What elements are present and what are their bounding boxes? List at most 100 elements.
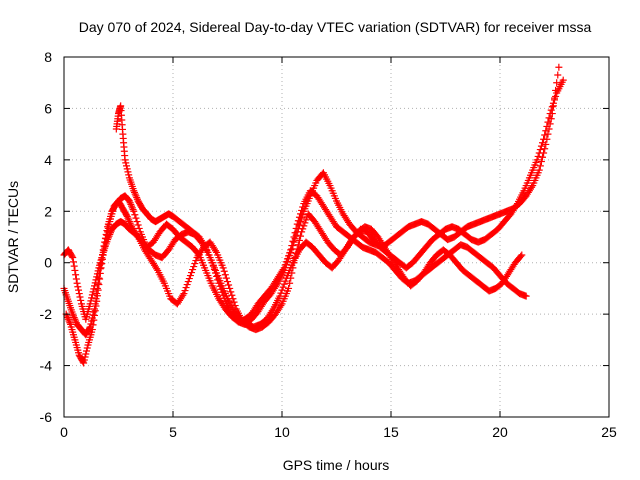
data-point <box>536 162 544 170</box>
data-point <box>555 63 563 71</box>
data-point <box>518 251 526 259</box>
y-tick-label: -2 <box>40 306 53 322</box>
data-point <box>554 71 562 79</box>
data-point <box>89 321 97 329</box>
data-point <box>72 271 80 279</box>
data-point <box>297 218 305 226</box>
data-point <box>129 206 137 214</box>
data-point <box>88 291 96 299</box>
data-point <box>105 232 113 240</box>
data-point <box>540 149 548 157</box>
data-point <box>89 288 97 296</box>
data-point <box>188 269 196 277</box>
data-point <box>277 289 285 297</box>
data-point <box>88 326 96 334</box>
data-point <box>64 315 72 323</box>
data-point <box>185 275 193 283</box>
data-point <box>64 314 72 322</box>
data-point <box>279 283 287 291</box>
data-point <box>539 139 547 147</box>
data-point <box>130 187 138 195</box>
data-point <box>91 307 99 315</box>
y-tick-label: 4 <box>44 152 52 168</box>
data-point <box>87 297 95 305</box>
data-point <box>80 356 88 364</box>
data-point <box>70 262 78 270</box>
data-point <box>220 267 228 275</box>
data-point <box>91 282 99 290</box>
data-point <box>180 290 188 298</box>
data-point <box>132 214 140 222</box>
data-point <box>292 231 300 239</box>
data-point <box>65 317 73 325</box>
data-point <box>212 247 220 255</box>
data-point <box>131 211 139 219</box>
data-point <box>90 285 98 293</box>
data-point <box>544 130 552 138</box>
data-point <box>291 235 299 243</box>
data-point <box>124 214 132 222</box>
data-point <box>134 221 142 229</box>
data-point <box>299 211 307 219</box>
data-point <box>135 224 143 232</box>
data-point <box>297 232 305 240</box>
data-point <box>184 278 192 286</box>
data-point <box>72 275 80 283</box>
x-tick-label: 5 <box>169 424 177 440</box>
data-point <box>228 291 236 299</box>
data-point <box>294 224 302 232</box>
data-point <box>91 311 99 319</box>
data-point <box>287 248 295 256</box>
data-point <box>122 211 130 219</box>
data-point <box>191 260 199 268</box>
data-point <box>181 287 189 295</box>
data-point <box>133 195 141 203</box>
data-point <box>186 272 194 280</box>
data-point <box>63 312 71 320</box>
data-point <box>133 218 141 226</box>
data-point <box>302 216 310 224</box>
data-point <box>536 146 544 154</box>
x-axis-title: GPS time / hours <box>283 457 390 473</box>
data-point <box>122 159 130 167</box>
data-point <box>522 292 530 300</box>
data-point <box>74 283 82 291</box>
data-point <box>280 280 288 288</box>
data-point <box>69 310 77 318</box>
data-point <box>282 260 290 268</box>
y-tick-label: -6 <box>40 409 53 425</box>
data-point <box>86 300 94 308</box>
data-point <box>124 168 132 176</box>
data-point <box>130 207 138 215</box>
data-point <box>268 307 276 315</box>
data-point <box>69 258 77 266</box>
data-point <box>273 281 281 289</box>
data-point <box>75 290 83 298</box>
data-point <box>95 281 103 289</box>
data-point <box>133 194 141 202</box>
data-point <box>122 162 130 170</box>
data-point <box>549 102 557 110</box>
data-point <box>88 294 96 302</box>
data-point <box>286 251 294 259</box>
data-point <box>547 106 555 114</box>
data-point <box>105 221 113 229</box>
data-point <box>190 263 198 271</box>
data-point <box>277 302 285 310</box>
data-point <box>121 156 129 164</box>
data-point <box>543 135 551 143</box>
data-point <box>130 188 138 196</box>
data-point <box>183 281 191 289</box>
data-point <box>83 344 91 352</box>
data-point <box>278 286 286 294</box>
data-point <box>93 292 101 300</box>
data-point <box>93 270 101 278</box>
data-point <box>104 236 112 244</box>
series-track-4 <box>60 218 526 331</box>
data-point <box>288 245 296 253</box>
data-point <box>153 265 161 273</box>
data-point <box>227 288 235 296</box>
data-point <box>128 202 136 210</box>
data-point <box>301 219 309 227</box>
